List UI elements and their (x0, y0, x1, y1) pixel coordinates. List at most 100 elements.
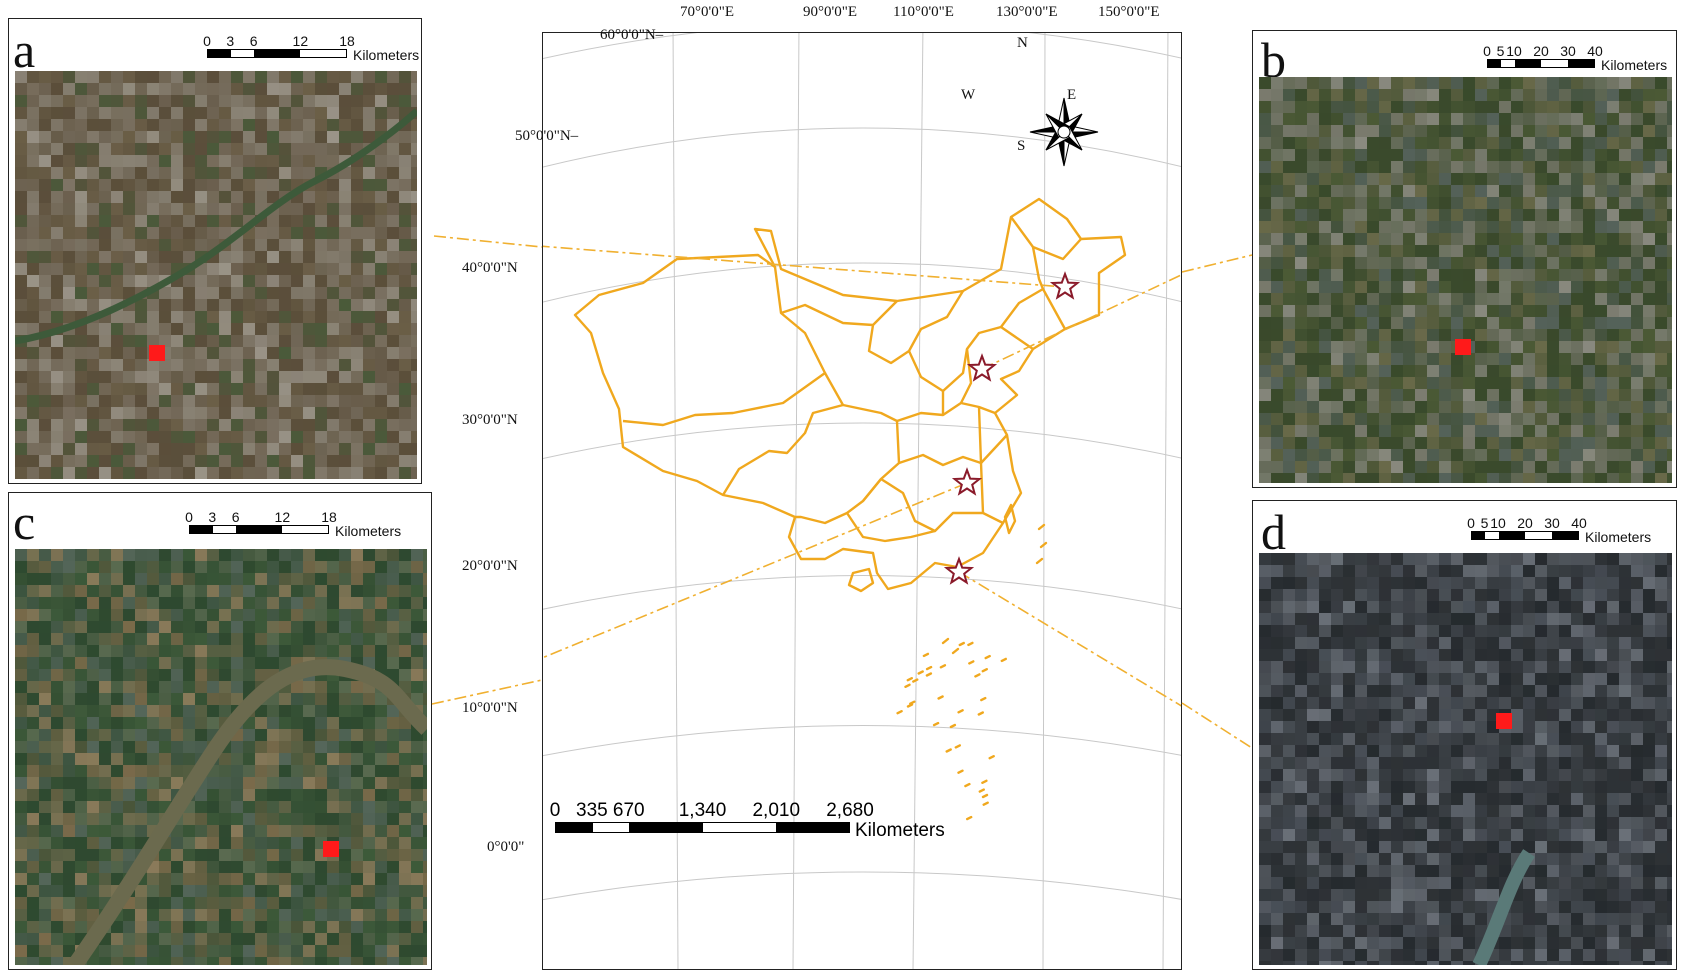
island (941, 637, 950, 645)
study-site-marker-c (323, 841, 339, 857)
island (1037, 523, 1046, 531)
island (904, 683, 911, 688)
scale-tick-label: 30 (1544, 515, 1560, 531)
scale-segment (236, 526, 282, 533)
island (964, 782, 971, 788)
island (988, 755, 995, 760)
south-china-sea-islands (896, 523, 1048, 821)
island (925, 665, 933, 671)
scale-segment (1567, 60, 1594, 67)
scale-segment (1551, 532, 1578, 539)
satellite-texture (1259, 77, 1672, 483)
scale-segment (1514, 60, 1541, 67)
island (957, 709, 964, 714)
panel-letter-b: b (1261, 32, 1286, 88)
lon-label-110e: 110°0'0"E (893, 4, 954, 20)
island (906, 677, 913, 682)
island (968, 660, 975, 665)
study-site-marker-a (149, 345, 165, 361)
island (980, 696, 987, 702)
island (1000, 657, 1007, 663)
scale-segment (300, 50, 346, 57)
island (917, 670, 924, 675)
lat-label-10n: 10°0'0"N (462, 700, 518, 716)
scale-segment (190, 526, 213, 533)
lon-label-130e: 130°0'0"E (996, 4, 1058, 20)
island (937, 695, 944, 700)
hainan-island (847, 567, 875, 593)
scalebar-d: 0 5 10 20 30 40 Kilometers (1467, 515, 1651, 545)
scale-tick-label: 10 (1506, 43, 1522, 59)
main-scale-tick-label: 1,340 (678, 800, 727, 821)
scale-tick-label: 12 (292, 33, 309, 49)
scale-unit: Kilometers (353, 47, 420, 63)
main-scale-segment (556, 823, 593, 832)
scale-unit: Kilometers (335, 523, 402, 539)
main-scale-tick-label: 2,010 (752, 800, 801, 821)
main-scale-tick-label: 670 (612, 800, 645, 821)
leader-line (981, 274, 1181, 370)
main-scale-tick-label: 335 (576, 800, 608, 821)
river (68, 659, 427, 965)
island (939, 664, 947, 669)
panel-letter-d: d (1261, 504, 1286, 560)
river (15, 108, 417, 345)
province-boundaries (573, 197, 1127, 593)
island (912, 678, 919, 683)
island (981, 793, 989, 799)
island (974, 673, 981, 678)
study-site-star-c (951, 467, 983, 496)
main-scale-segment (592, 823, 630, 832)
graticule (543, 33, 1181, 969)
main-scalebar: 0 335 670 1,340 2,010 2,680 Kilometers (550, 800, 945, 841)
leader-line (433, 235, 543, 248)
island (966, 815, 973, 821)
lat-label-60n: 60°0'0"N– (600, 27, 664, 43)
lon-label-90e: 90°0'0"E (803, 4, 857, 20)
lon-label-150e: 150°0'0"E (1098, 4, 1160, 20)
study-site-stars (943, 271, 1081, 585)
inset-panel-b: b 0 5 10 20 30 40 Kilometers (1252, 30, 1677, 488)
compass-label-w: W (961, 87, 976, 103)
china-map (543, 33, 1181, 969)
island (958, 641, 965, 647)
main-map-frame: N S E W (542, 32, 1182, 970)
scalebar-b: 0 5 10 20 30 40 Kilometers (1483, 43, 1667, 73)
lon-label-70e: 70°0'0"E (680, 4, 734, 20)
leader-line (958, 571, 1181, 707)
island (1039, 541, 1048, 549)
compass-label-e: E (1067, 87, 1077, 103)
island (922, 652, 930, 658)
satellite-image-a (15, 71, 417, 479)
river (1472, 849, 1535, 965)
inset-panel-a: a 0 3 6 12 18 Kilometers (8, 18, 422, 484)
study-site-marker-b (1455, 339, 1471, 355)
island (978, 788, 985, 793)
scale-tick-label: 5 (1496, 43, 1505, 59)
scale-tick-label: 3 (226, 33, 235, 49)
island (977, 711, 984, 716)
scale-segment (1541, 60, 1568, 67)
satellite-image-c (15, 549, 427, 965)
satellite-image-b (1259, 77, 1672, 483)
scale-tick-label: 0 (1483, 43, 1491, 59)
scale-unit: Kilometers (1601, 57, 1668, 73)
inset-panel-d: d 0 5 10 20 30 40 Kilometers (1252, 500, 1677, 970)
main-scale-tick-label: 0 (549, 800, 561, 821)
island (896, 710, 903, 715)
scale-tick-label: 20 (1533, 43, 1549, 59)
leader-line (1181, 254, 1253, 273)
satellite-image-d (1259, 553, 1672, 965)
satellite-texture (15, 549, 427, 965)
main-scale-tick-label: 2,680 (826, 800, 874, 821)
compass-rose (1029, 97, 1099, 167)
scale-tick-label: 6 (249, 33, 258, 49)
island (949, 723, 957, 729)
scale-tick-label: 6 (231, 509, 240, 525)
satellite-texture (15, 71, 417, 479)
lat-label-50n: 50°0'0"N– (515, 128, 579, 144)
scale-segment (1488, 60, 1502, 67)
scale-segment (231, 50, 254, 57)
scale-tick-label: 3 (208, 509, 217, 525)
main-scale-segment (629, 823, 703, 832)
